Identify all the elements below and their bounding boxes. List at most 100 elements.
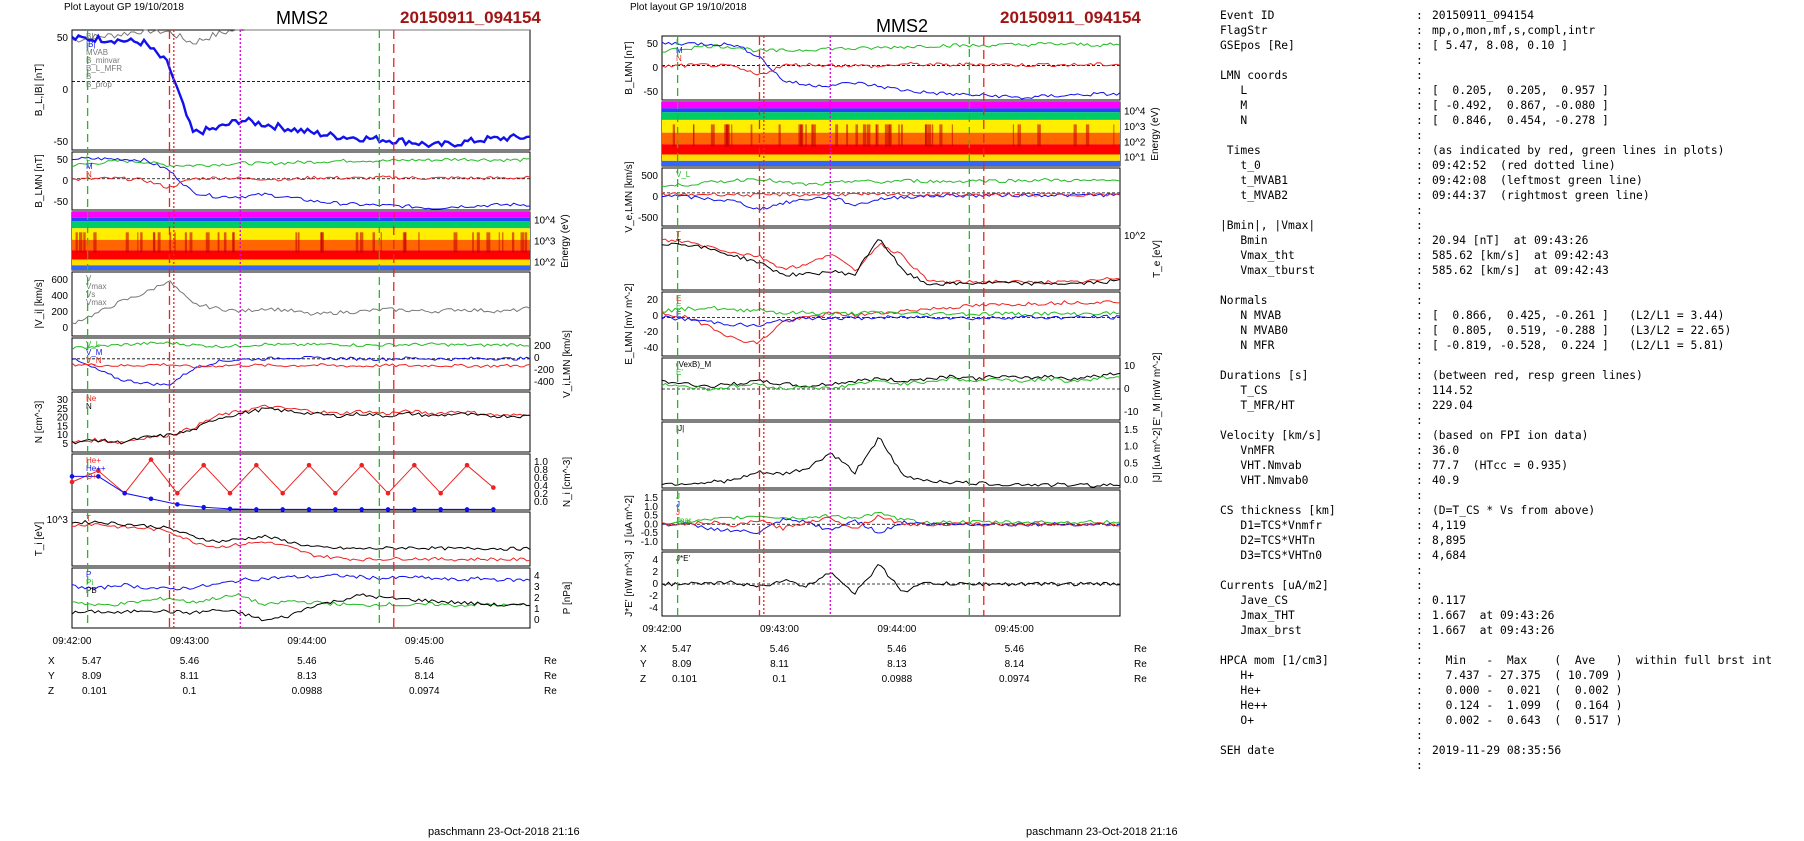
info-row: GSEpos [Re]: [ 5.47, 8.08, 0.10 ] [1220,38,1772,53]
data-point [96,474,101,479]
data-point [148,457,154,462]
spectrogram-band [662,144,1120,155]
info-row: Jmax_brst:1.667 at 09:43:26 [1220,623,1772,638]
info-key: FlagStr [1220,24,1268,37]
info-key: Bmin [1220,234,1268,247]
spectrogram-streak [320,232,322,253]
info-colon: : [1416,54,1423,67]
info-key [1220,353,1416,368]
ephem-value: 5.46 [770,644,790,655]
tick-label: 20 [57,413,69,424]
info-row: : [1220,488,1772,503]
ephem-value: 8.14 [415,671,435,682]
info-value: 09:42:52 (red dotted line) [1432,159,1616,172]
info-key: D2=TCS*VHTn [1220,534,1316,547]
legend-entry: B_minvar [86,56,120,65]
spectrogram-band [662,102,1120,109]
ephem-value: 5.46 [297,656,317,667]
series-line-N [71,407,531,445]
spectrogram-streak [710,124,715,147]
series-line-T [661,239,1121,286]
info-value: [ 0.846, 0.454, -0.278 ] [1432,114,1609,127]
spectrogram-streak [925,124,927,147]
legend-entry: J [676,508,680,517]
data-point [438,507,443,512]
data-point [227,490,233,496]
ephem-value: 0.0988 [882,674,913,685]
data-point [333,507,338,512]
axis-label: J*E' [nW m^-3] [624,551,635,617]
data-point [96,468,101,474]
legend-entry: E [676,294,681,303]
spectrogram-band [662,154,1120,161]
legend-entry: V_L [676,170,691,179]
legend-entry: J*E' [676,554,690,563]
info-colon: : [1416,69,1423,82]
panel-left-2: Energy (eV) 10^4 10^3 10^2 [71,211,571,271]
ephem-label: Z [640,674,646,685]
info-colon: : [1416,294,1423,307]
tick-label: 50 [647,39,659,50]
tick-label: 0 [652,579,658,590]
data-point [175,490,180,496]
time-tick-label: 09:43:00 [170,636,209,647]
ephem-value: 8.13 [887,659,907,670]
series-line-B_N [661,61,1121,76]
axis-label: T_i [eV] [34,522,45,557]
time-tick-label: 09:45:00 [995,624,1034,635]
data-point [280,490,285,496]
info-key: H+ [1220,669,1255,682]
info-colon: : [1416,114,1423,127]
tick-label: -10 [1124,407,1139,418]
info-row: : [1220,278,1772,293]
spectrogram-band [662,160,1120,166]
time-tick-label: 09:42:00 [643,624,682,635]
tick-label: 10 [1124,361,1136,372]
data-point [69,474,75,479]
info-key: t_MVAB2 [1220,189,1289,202]
spectrogram-streak [939,124,943,147]
tick-label: 0.5 [1124,458,1138,469]
legend-entry: T [676,238,681,247]
info-value: 36.0 [1432,444,1460,457]
info-colon: : [1416,399,1423,412]
info-row: t_MVAB1:09:42:08 (leftmost green line) [1220,173,1772,188]
spectrogram-streak [799,124,804,147]
tick-label: 10 [57,430,69,441]
ephem-value: 8.09 [672,659,692,670]
ephem-unit: Re [544,656,557,667]
spectrogram-streak [486,232,491,253]
info-row: t_0:09:42:52 (red dotted line) [1220,158,1772,173]
info-value: [ -0.492, 0.867, -0.080 ] [1432,99,1609,112]
ephem-value: 8.11 [770,659,789,670]
data-point [438,490,443,496]
legend-entry: L [86,154,91,163]
info-key: Currents [uA/m2] [1220,579,1329,592]
panel-frame [661,227,1121,291]
spectrogram-streak [520,232,525,253]
info-key [1220,203,1416,218]
spectrogram-streak [900,124,903,147]
info-key [1220,128,1416,143]
data-point [385,490,391,496]
tick-label: 500 [641,171,658,182]
time-tick-label: 09:45:00 [405,636,444,647]
ephem-label: Z [48,686,54,697]
spectrogram-streak [125,232,129,253]
ephem-unit: Re [1134,674,1147,685]
info-value: 20.94 [nT] at 09:43:26 [1432,234,1589,247]
series-line-PB [71,573,531,591]
data-point [491,485,496,490]
spectrogram-streak [476,232,480,253]
info-row: : [1220,413,1772,428]
info-colon: : [1416,699,1423,712]
spectrogram-streak [731,124,733,147]
spectrogram-streak [232,232,234,253]
info-row: : [1220,353,1772,368]
spectrogram-streak [418,232,420,253]
legend-entry: E [676,302,681,311]
info-key: VHT.Nmvab [1220,459,1302,472]
series-line-(VexB)_M [661,372,1121,388]
